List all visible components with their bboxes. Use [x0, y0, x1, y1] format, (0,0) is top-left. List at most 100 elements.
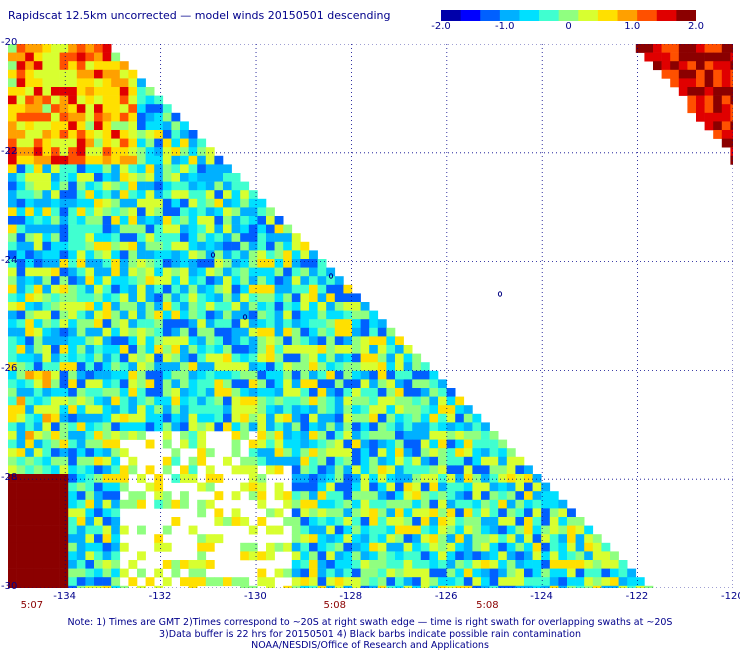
- wind-cell: [188, 155, 198, 165]
- wind-cell: [403, 353, 413, 363]
- wind-cell: [369, 465, 379, 475]
- wind-cell: [558, 508, 568, 518]
- wind-cell: [291, 233, 301, 243]
- wind-cell: [111, 439, 121, 449]
- wind-cell: [8, 61, 17, 71]
- wind-cell: [128, 181, 138, 191]
- latitude-tick-label: -24: [1, 254, 18, 266]
- wind-cell: [8, 52, 17, 62]
- wind-cell: [231, 233, 241, 243]
- wind-cell: [360, 379, 370, 389]
- wind-cell: [455, 482, 465, 492]
- wind-cell: [326, 345, 336, 354]
- wind-cell: [16, 164, 26, 174]
- wind-cell: [128, 147, 138, 157]
- wind-cell: [352, 491, 361, 501]
- wind-cell: [257, 439, 267, 449]
- wind-cell: [713, 69, 723, 79]
- wind-cell: [274, 396, 284, 406]
- wind-cell: [549, 551, 559, 561]
- wind-cell: [524, 508, 533, 518]
- wind-cell: [343, 319, 353, 329]
- wind-cell: [317, 517, 327, 526]
- wind-cell: [8, 69, 17, 79]
- wind-cell: [197, 276, 207, 286]
- wind-cell: [326, 276, 336, 286]
- wind-cell: [59, 61, 69, 71]
- wind-cell: [180, 302, 189, 311]
- wind-cell: [59, 216, 69, 225]
- wind-cell: [85, 396, 95, 406]
- wind-cell: [197, 224, 207, 234]
- wind-cell: [102, 181, 112, 191]
- wind-cell: [16, 388, 26, 397]
- wind-cell: [455, 413, 465, 423]
- wind-cell: [395, 474, 404, 483]
- wind-cell: [205, 448, 215, 458]
- wind-cell: [266, 396, 275, 406]
- wind-cell: [231, 327, 241, 337]
- wind-cell: [76, 112, 86, 122]
- wind-cell: [16, 155, 26, 165]
- wind-cell: [274, 405, 284, 415]
- wind-cell: [334, 585, 344, 588]
- wind-cell: [68, 250, 78, 260]
- wind-cell: [16, 87, 26, 96]
- wind-cell: [76, 147, 86, 157]
- wind-cell: [558, 499, 568, 509]
- wind-cell: [16, 345, 26, 354]
- wind-cell: [102, 474, 112, 483]
- wind-cell: [300, 310, 310, 320]
- wind-cell: [248, 267, 258, 277]
- wind-cell: [326, 284, 336, 294]
- wind-cell: [59, 439, 69, 449]
- wind-cell: [248, 327, 258, 337]
- wind-cell: [162, 319, 172, 329]
- wind-cell: [51, 293, 60, 303]
- wind-cell: [309, 379, 318, 389]
- wind-cell: [334, 422, 344, 432]
- wind-cell: [291, 396, 301, 406]
- wind-cell: [240, 319, 250, 329]
- wind-cell: [51, 130, 60, 139]
- wind-cell: [395, 456, 404, 466]
- wind-cell: [51, 216, 60, 225]
- wind-cell: [274, 431, 284, 440]
- wind-cell: [111, 542, 121, 552]
- wind-cell: [481, 465, 490, 475]
- wind-cell: [223, 190, 232, 200]
- wind-cell: [51, 525, 60, 535]
- wind-cell: [541, 568, 551, 578]
- wind-cell: [94, 431, 103, 440]
- wind-cell: [33, 130, 43, 139]
- wind-cell: [584, 577, 594, 587]
- wind-cell: [16, 491, 26, 501]
- wind-cell: [33, 534, 43, 544]
- wind-cell: [274, 482, 284, 492]
- wind-cell: [119, 284, 129, 294]
- wind-cell: [352, 310, 361, 320]
- wind-cell: [33, 224, 43, 234]
- swath-time-label: 5:08: [323, 600, 346, 611]
- wind-cell: [33, 499, 43, 509]
- wind-cell: [257, 259, 267, 268]
- wind-cell: [16, 319, 26, 329]
- wind-cell: [266, 405, 275, 415]
- wind-cell: [343, 405, 353, 415]
- wind-cell: [377, 345, 387, 354]
- wind-cell: [137, 499, 146, 509]
- wind-cell: [102, 276, 112, 286]
- wind-cell: [248, 551, 258, 561]
- wind-cell: [429, 405, 439, 415]
- wind-cell: [360, 448, 370, 458]
- wind-cell: [360, 508, 370, 518]
- footnote-line-3: NOAA/NESDIS/Office of Research and Appli…: [251, 640, 489, 651]
- wind-cell: [8, 190, 17, 200]
- wind-cell: [231, 405, 241, 415]
- wind-cell: [154, 336, 164, 346]
- wind-cell: [266, 362, 275, 372]
- wind-cell: [223, 396, 232, 406]
- wind-cell: [463, 405, 473, 415]
- wind-cell: [309, 405, 318, 415]
- wind-cell: [395, 542, 404, 552]
